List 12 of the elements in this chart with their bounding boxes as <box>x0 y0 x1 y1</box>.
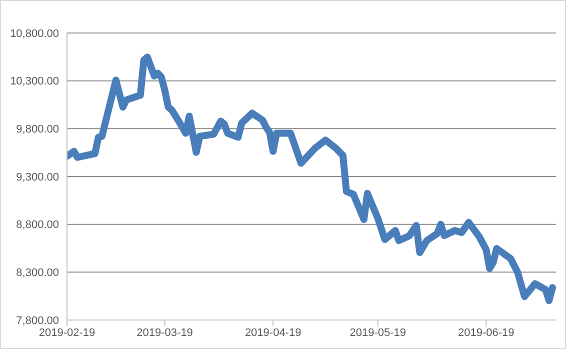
y-tick-label: 8,300.00 <box>16 267 59 280</box>
y-tick-label: 9,300.00 <box>16 171 59 184</box>
x-tick-label: 2019-02-19 <box>38 326 96 339</box>
y-tick-label: 10,300.00 <box>10 76 59 88</box>
x-tick-label: 2019-05-19 <box>350 326 406 339</box>
y-tick-label: 7,800.00 <box>16 314 59 327</box>
y-tick-label: 8,800.00 <box>16 219 59 232</box>
x-tick-label: 2019-06-19 <box>458 326 514 339</box>
y-tick-label: 10,800.00 <box>10 28 59 40</box>
x-tick-label: 2019-03-19 <box>136 326 193 339</box>
x-tick-label: 2019-04-19 <box>244 326 302 339</box>
y-tick-label: 9,800.00 <box>16 124 59 136</box>
